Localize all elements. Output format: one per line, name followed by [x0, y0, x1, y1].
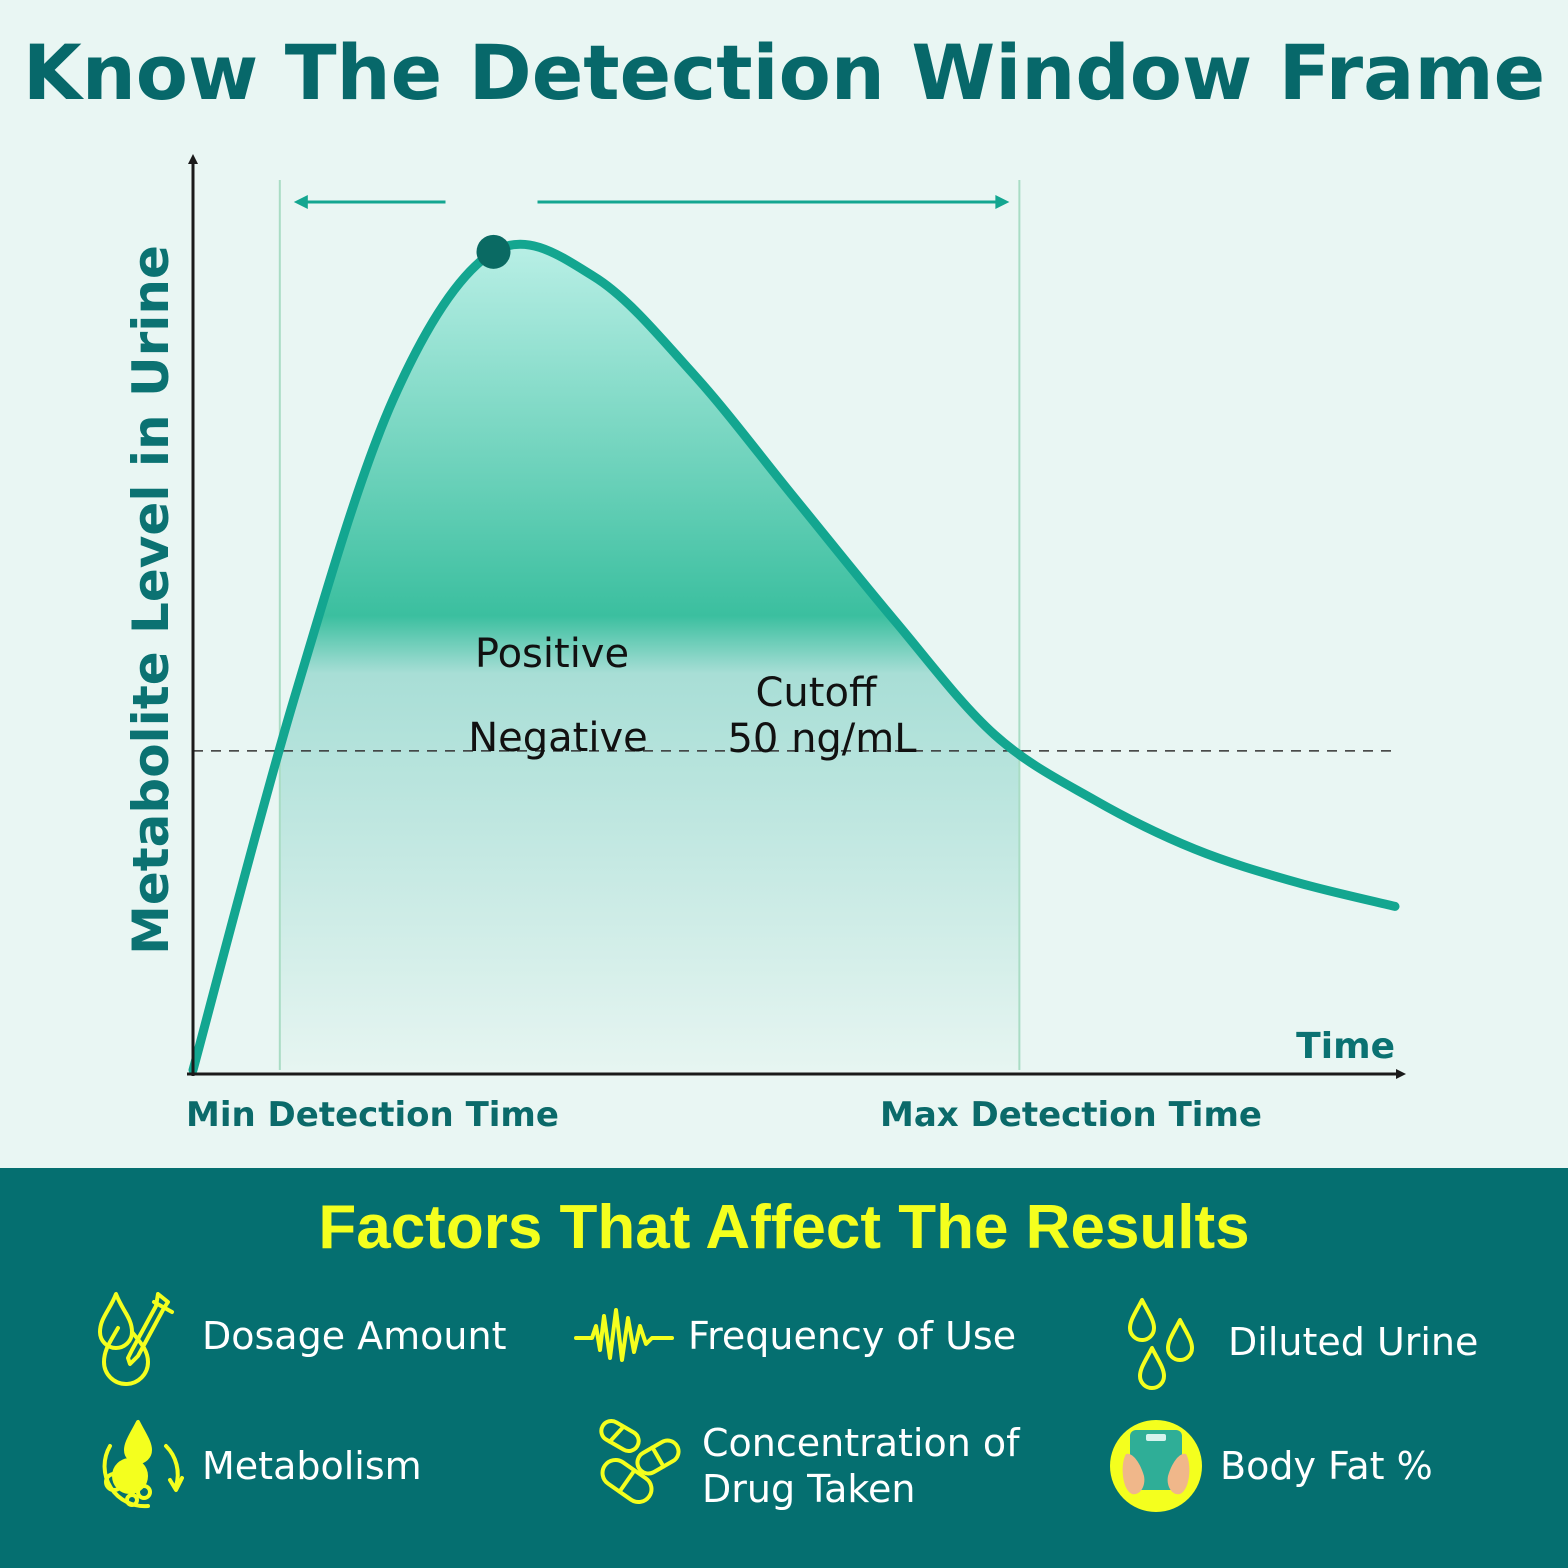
factor-label: Concentration of Drug Taken — [702, 1421, 1020, 1511]
factor-metabolism: Metabolism — [88, 1416, 422, 1516]
metabolite-curve — [188, 239, 1400, 1075]
window-arrowhead-right — [995, 195, 1010, 209]
scale-icon — [1110, 1420, 1202, 1512]
factor-dosage-amount: Dosage Amount — [88, 1286, 507, 1386]
peak-point — [476, 234, 511, 269]
x-axis-label: Time — [1296, 1026, 1395, 1067]
detection-window-area — [279, 244, 1020, 1070]
factor-label: Diluted Urine — [1228, 1320, 1479, 1364]
page-title: Know The Detection Window Frame — [22, 28, 1546, 117]
factor-label: Body Fat % — [1220, 1444, 1433, 1488]
factor-label: Frequency of Use — [688, 1314, 1017, 1358]
factor-concentration: Concentration of Drug Taken — [588, 1416, 1020, 1516]
factor-label: Dosage Amount — [202, 1314, 507, 1358]
min-detection-label: Min Detection Time — [186, 1095, 559, 1135]
factor-label: Metabolism — [202, 1444, 422, 1488]
x-axis-arrow — [1396, 1069, 1406, 1079]
factor-body-fat: Body Fat % — [1106, 1416, 1433, 1516]
factor-frequency-of-use: Frequency of Use — [574, 1286, 1016, 1386]
waveform-icon — [574, 1308, 674, 1362]
y-axis-label: Metabolite Level in Urine — [122, 245, 180, 955]
metabolism-icon — [102, 1420, 184, 1509]
factor-diluted-urine: Diluted Urine — [1114, 1292, 1478, 1392]
y-axis-arrow — [188, 154, 198, 164]
factors-panel: Factors That Affect The Results Dosage A… — [0, 1168, 1568, 1568]
dropper-icon — [98, 1292, 174, 1386]
cutoff-label: Cutoff — [756, 670, 878, 716]
detection-window-chart: Metabolite Level in Urine Time Min Detecti… — [122, 154, 1406, 1135]
factors-title: Factors That Affect The Results — [318, 1193, 1250, 1262]
negative-label: Negative — [468, 715, 648, 761]
max-detection-label: Max Detection Time — [880, 1095, 1262, 1135]
window-arrowhead-left — [293, 195, 308, 209]
cutoff-value-label: 50 ng/mL — [727, 716, 917, 762]
pills-icon — [599, 1419, 681, 1505]
positive-label: Positive — [475, 631, 629, 677]
water-drops-icon — [1128, 1298, 1194, 1390]
